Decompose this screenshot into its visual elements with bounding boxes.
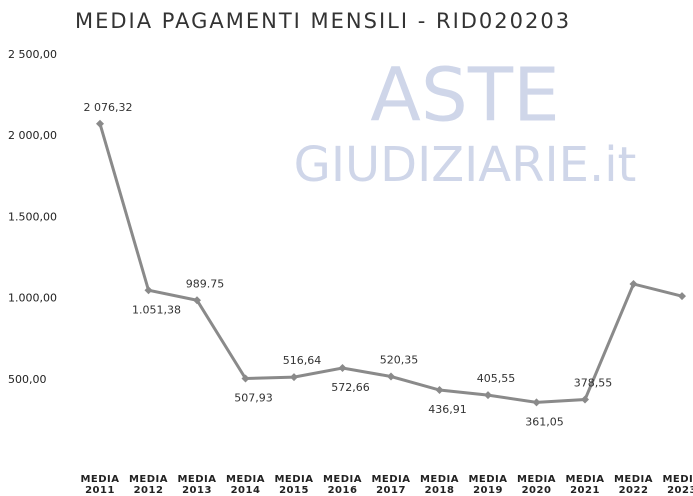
x-tick-label: MEDIA 2019 [468, 474, 508, 496]
data-label: 361,05 [525, 415, 564, 428]
x-tick-label: MEDIA 2022 [613, 474, 654, 496]
marker [387, 372, 395, 381]
data-label: 2 076,32 [84, 101, 133, 114]
x-tick-label: MEDIA 2018 [419, 474, 460, 496]
watermark: ASTE [370, 53, 560, 139]
y-tick-label: 2 500,00 [8, 48, 57, 61]
data-label: 516,64 [283, 354, 322, 367]
data-label: 405,55 [477, 372, 516, 385]
x-tick-label: MEDIA 2023 [662, 474, 693, 496]
x-tick-label: MEDIA 2020 [516, 474, 557, 496]
data-label: 989.75 [186, 277, 225, 290]
x-tick-label: MEDIA 2016 [322, 474, 363, 496]
data-label: 520,35 [380, 353, 419, 366]
x-tick-label: MEDIA 2011 [80, 474, 120, 496]
data-label: 436,91 [428, 403, 467, 416]
marker [484, 391, 492, 400]
y-tick-label: 500,00 [8, 373, 47, 386]
marker [532, 398, 541, 407]
x-tick-label: MEDIA 2021 [565, 474, 605, 496]
x-tick-label: MEDIA 2013 [177, 474, 217, 496]
x-tick-label: MEDIA 2017 [371, 474, 411, 496]
x-tick-label: MEDIA 2015 [274, 474, 314, 496]
marker [193, 296, 201, 305]
marker [144, 286, 153, 295]
marker [290, 373, 298, 382]
marker [629, 279, 638, 288]
y-tick-label: 2 000,00 [8, 129, 57, 142]
x-tick-label: MEDIA 2014 [225, 474, 266, 496]
y-tick-label: 1.000,00 [8, 292, 57, 305]
watermark: GIUDIZIARIE.it [294, 137, 637, 193]
data-label: 378,55 [574, 377, 613, 390]
marker [581, 395, 589, 404]
marker [678, 292, 686, 301]
chart-title: MEDIA PAGAMENTI MENSILI - RID020203 [75, 9, 571, 33]
data-label: 572,66 [331, 381, 370, 394]
data-label: 507,93 [234, 392, 273, 405]
marker [96, 119, 104, 128]
marker [241, 374, 250, 383]
marker [338, 364, 347, 373]
marker [435, 386, 444, 395]
data-label: 1.051,38 [132, 303, 181, 316]
y-tick-label: 1.500,00 [8, 210, 57, 223]
x-tick-label: MEDIA 2012 [128, 474, 169, 496]
